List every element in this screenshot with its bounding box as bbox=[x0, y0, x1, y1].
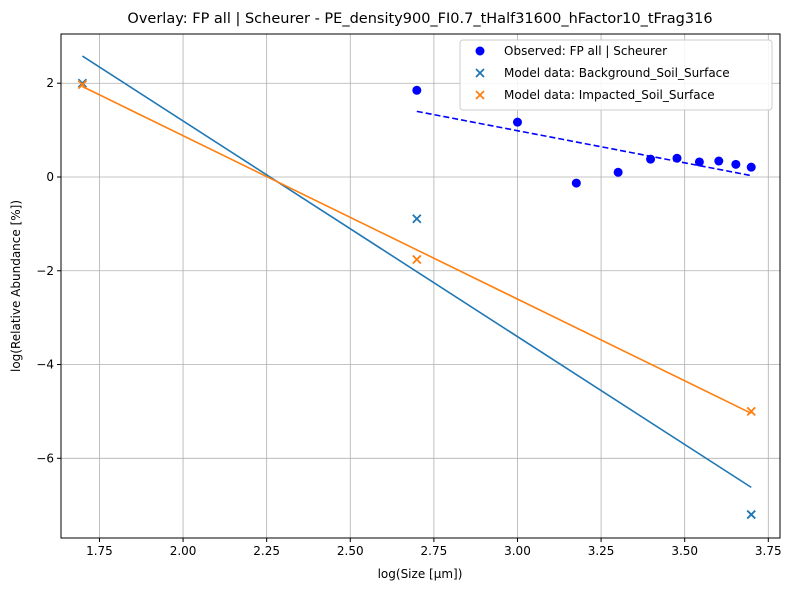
x-tick-label: 3.25 bbox=[588, 544, 615, 558]
x-tick-label: 2.25 bbox=[253, 544, 280, 558]
y-tick-label: −4 bbox=[36, 358, 54, 372]
legend: Observed: FP all | Scheurer Model data: … bbox=[459, 39, 773, 111]
data-point-series-2 bbox=[77, 79, 88, 90]
legend-entry-background: Model data: Background_Soil_Surface bbox=[504, 66, 730, 80]
data-point-series-0 bbox=[571, 178, 581, 188]
x-tick-label: 2.00 bbox=[170, 544, 197, 558]
data-point-series-1 bbox=[77, 78, 88, 88]
data-point-series-2 bbox=[746, 406, 756, 417]
plot-frame bbox=[60, 33, 781, 539]
marker-stroke bbox=[475, 68, 485, 78]
data-points bbox=[77, 78, 756, 520]
grid bbox=[61, 34, 780, 538]
marker-stroke bbox=[746, 406, 756, 417]
marker-stroke bbox=[412, 214, 422, 224]
data-point-series-0 bbox=[646, 154, 656, 164]
legend-marker-series-2 bbox=[475, 90, 485, 100]
fit-lines bbox=[81, 55, 752, 489]
axis-ticks: 1.75 2.00 2.25 2.50 2.75 3.00 3.25 3.50 3.75 −6 −4… bbox=[36, 76, 781, 558]
data-point-series-0 bbox=[714, 156, 724, 166]
data-point-series-2 bbox=[412, 254, 422, 265]
x-tick-label: 2.50 bbox=[337, 544, 364, 558]
data-point-series-0 bbox=[694, 157, 704, 167]
x-tick-label: 2.75 bbox=[421, 544, 448, 558]
y-tick-label: −2 bbox=[36, 264, 54, 278]
y-tick-label: 2 bbox=[46, 76, 54, 90]
data-point-series-0 bbox=[746, 162, 756, 172]
x-tick-label: 3.00 bbox=[504, 544, 531, 558]
legend-entry-impacted: Model data: Impacted_Soil_Surface bbox=[504, 88, 715, 102]
data-point-series-0 bbox=[412, 85, 422, 95]
marker-stroke bbox=[746, 509, 756, 520]
data-point-series-1 bbox=[746, 509, 756, 520]
legend-entry-observed: Observed: FP all | Scheurer bbox=[504, 44, 667, 58]
data-point-series-0 bbox=[731, 159, 741, 169]
chart-title: Overlay: FP all | Scheurer - PE_density9… bbox=[127, 11, 712, 27]
fit-line bbox=[416, 110, 752, 177]
data-point-series-0 bbox=[672, 153, 682, 163]
data-point-series-0 bbox=[613, 167, 623, 177]
marker-stroke bbox=[475, 90, 485, 100]
y-tick-label: 0 bbox=[46, 170, 54, 184]
fit-line bbox=[81, 55, 752, 489]
x-tick-label: 3.50 bbox=[671, 544, 698, 558]
x-tick-label: 3.75 bbox=[755, 544, 782, 558]
legend-box bbox=[459, 39, 773, 111]
y-tick-label: −6 bbox=[36, 451, 54, 465]
data-point-series-0 bbox=[512, 117, 522, 127]
fit-line bbox=[82, 85, 752, 415]
x-axis-label: log(Size [µm]) bbox=[378, 567, 463, 581]
marker-stroke bbox=[77, 79, 88, 90]
marker-stroke bbox=[412, 254, 422, 265]
x-tick-label: 1.75 bbox=[86, 544, 113, 558]
y-axis-label: log(Relative Abundance [%]) bbox=[9, 200, 23, 372]
marker-stroke bbox=[77, 78, 88, 88]
legend-marker-series-0 bbox=[475, 46, 485, 56]
data-point-series-1 bbox=[412, 214, 422, 224]
legend-marker-series-1 bbox=[475, 68, 485, 78]
